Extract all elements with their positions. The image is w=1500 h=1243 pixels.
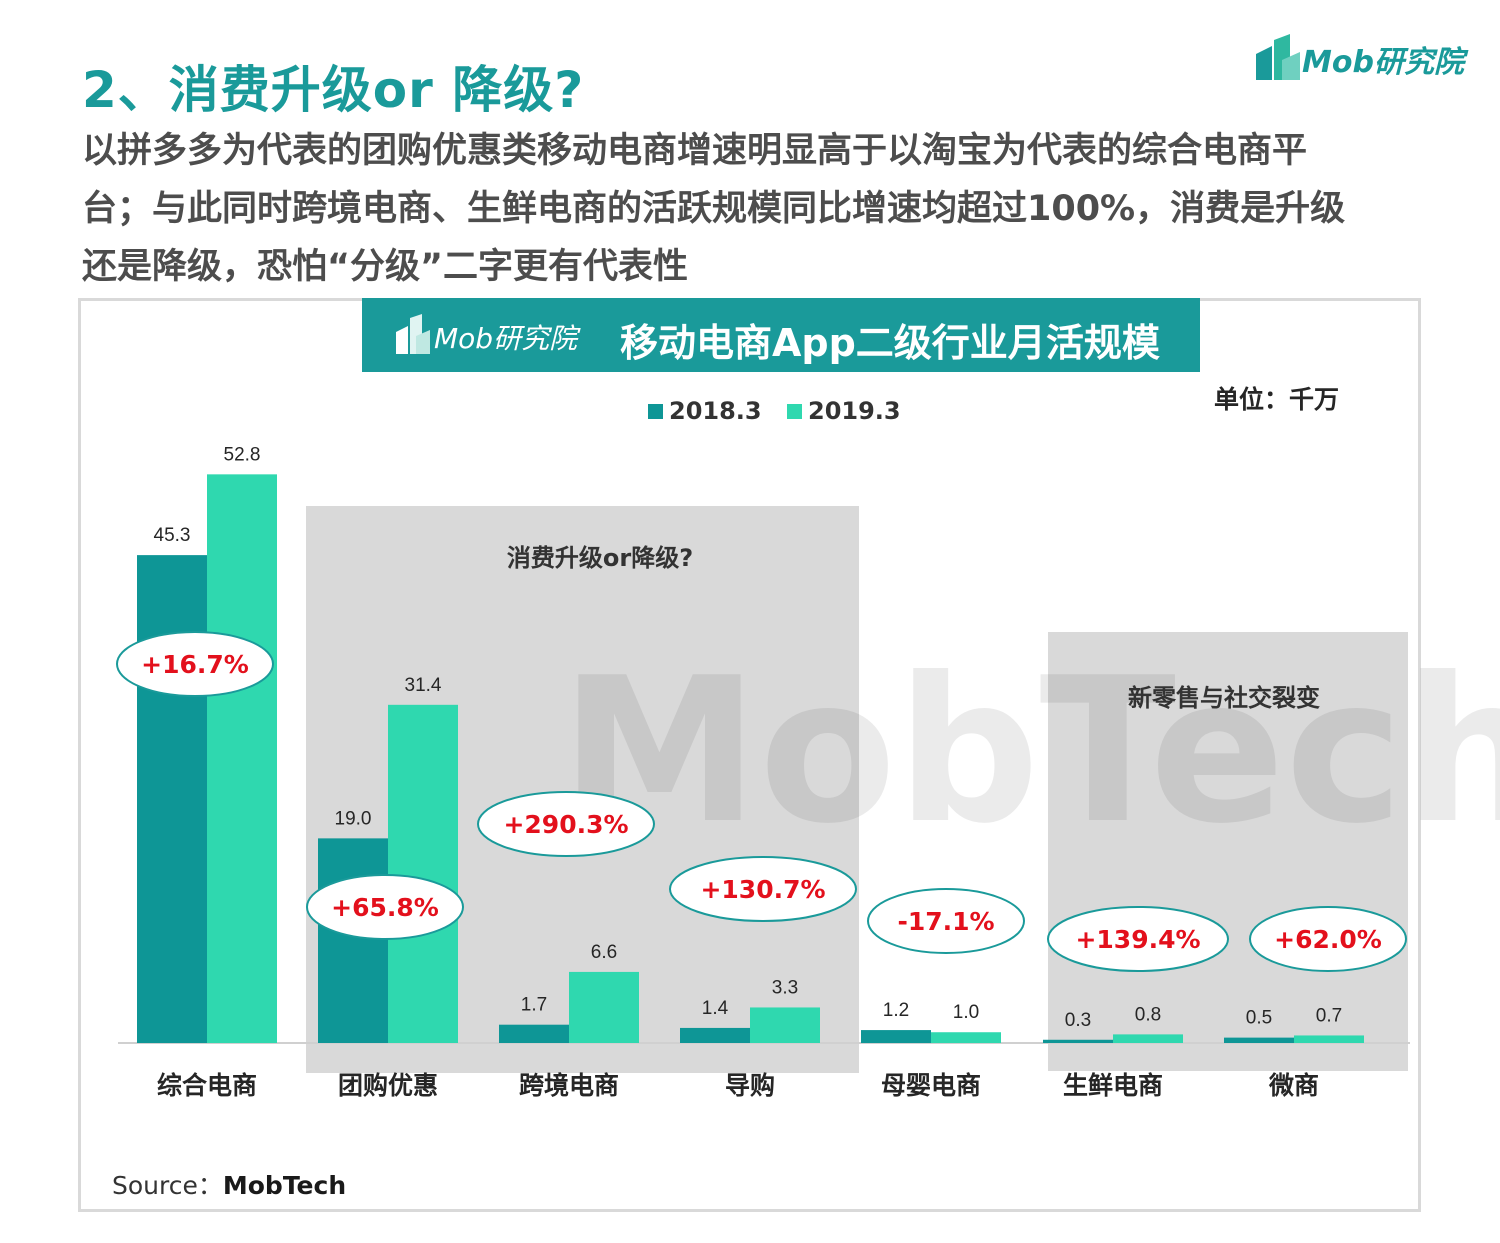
data-label: 1.7 [521, 995, 547, 1016]
unit-label: 单位：千万 [1214, 385, 1340, 414]
data-label: 6.6 [591, 942, 617, 963]
bar [1224, 1037, 1294, 1043]
legend-swatch [648, 403, 663, 419]
growth-label: +62.0% [1274, 925, 1382, 954]
data-label: 1.2 [883, 1000, 909, 1021]
growth-label: -17.1% [897, 907, 994, 936]
group-panel [1048, 632, 1408, 1071]
data-label: 52.8 [224, 444, 261, 465]
source-note: Source：MobTech [112, 1166, 346, 1202]
logo-text: Mob研究院 [1302, 45, 1469, 80]
bar [931, 1032, 1001, 1043]
growth-ellipse [116, 631, 274, 697]
chart-header-logo-text: Mob研究院 [434, 322, 581, 355]
growth-label: +290.3% [503, 810, 628, 839]
legend-item-2019: 2019.3 [787, 396, 901, 426]
chart-header-logo: Mob研究院 [396, 314, 581, 355]
chart-title: 移动电商App二级行业月活规模 [620, 321, 1160, 365]
bar [137, 555, 207, 1043]
intro-line: 还是降级，恐怕“分级”二字更有代表性 [82, 247, 689, 287]
chart-title-bar [362, 298, 1200, 372]
watermark: MobTech [560, 635, 1500, 868]
data-label: 0.8 [1135, 1004, 1161, 1025]
category-label: 团购优惠 [338, 1071, 438, 1100]
intro-paragraph: 以拼多多为代表的团购优惠类移动电商增速明显高于以淘宝为代表的综合电商平 台；与此… [82, 122, 1462, 296]
bar [569, 971, 639, 1043]
data-label: 31.4 [405, 675, 442, 696]
growth-ellipse [669, 856, 857, 922]
growth-ellipse [477, 791, 655, 857]
growth-label: +16.7% [141, 650, 249, 679]
bar [750, 1007, 820, 1043]
data-label: 1.0 [953, 1002, 979, 1023]
bar [388, 704, 458, 1043]
growth-label: +130.7% [700, 875, 825, 904]
data-label: 0.3 [1065, 1010, 1091, 1031]
bar [680, 1027, 750, 1043]
growth-label: +65.8% [331, 893, 439, 922]
group-label: 消费升级or降级? [507, 544, 693, 572]
bar [499, 1024, 569, 1043]
legend-label: 2018.3 [669, 397, 762, 425]
legend-swatch [787, 403, 802, 419]
source-label: Source： [112, 1171, 223, 1200]
growth-label: +139.4% [1075, 925, 1200, 954]
bar [861, 1030, 931, 1043]
bar [1043, 1039, 1113, 1043]
growth-ellipse [867, 888, 1025, 954]
category-label: 母婴电商 [881, 1071, 981, 1100]
legend-label: 2019.3 [808, 397, 901, 425]
data-label: 1.4 [702, 998, 729, 1019]
data-label: 0.7 [1316, 1005, 1342, 1026]
bar [318, 838, 388, 1043]
data-label: 45.3 [154, 525, 191, 546]
data-label: 19.0 [335, 808, 372, 829]
logo-building-icon [396, 326, 408, 354]
page-title: 2、消费升级or 降级? [82, 61, 585, 119]
category-label: 跨境电商 [519, 1071, 619, 1100]
intro-line: 以拼多多为代表的团购优惠类移动电商增速明显高于以淘宝为代表的综合电商平 [82, 131, 1308, 171]
mob-logo: Mob研究院 [1256, 34, 1469, 80]
bar [207, 474, 277, 1043]
category-label: 生鲜电商 [1063, 1071, 1163, 1100]
growth-ellipse [306, 874, 464, 940]
growth-ellipse [1047, 906, 1229, 972]
category-label: 导购 [725, 1071, 775, 1100]
category-label: 综合电商 [157, 1071, 257, 1100]
intro-line: 台；与此同时跨境电商、生鲜电商的活跃规模同比增速均超过100%，消费是升级 [82, 189, 1346, 229]
data-label: 3.3 [772, 977, 798, 998]
legend-item-2018: 2018.3 [648, 396, 762, 426]
growth-ellipse [1249, 906, 1407, 972]
bar [1294, 1035, 1364, 1043]
group-label: 新零售与社交裂变 [1128, 684, 1320, 712]
logo-building-icon [1256, 46, 1272, 80]
bar [1113, 1034, 1183, 1043]
source-value: MobTech [222, 1171, 347, 1200]
data-label: 0.5 [1246, 1008, 1272, 1029]
category-label: 微商 [1268, 1071, 1319, 1100]
